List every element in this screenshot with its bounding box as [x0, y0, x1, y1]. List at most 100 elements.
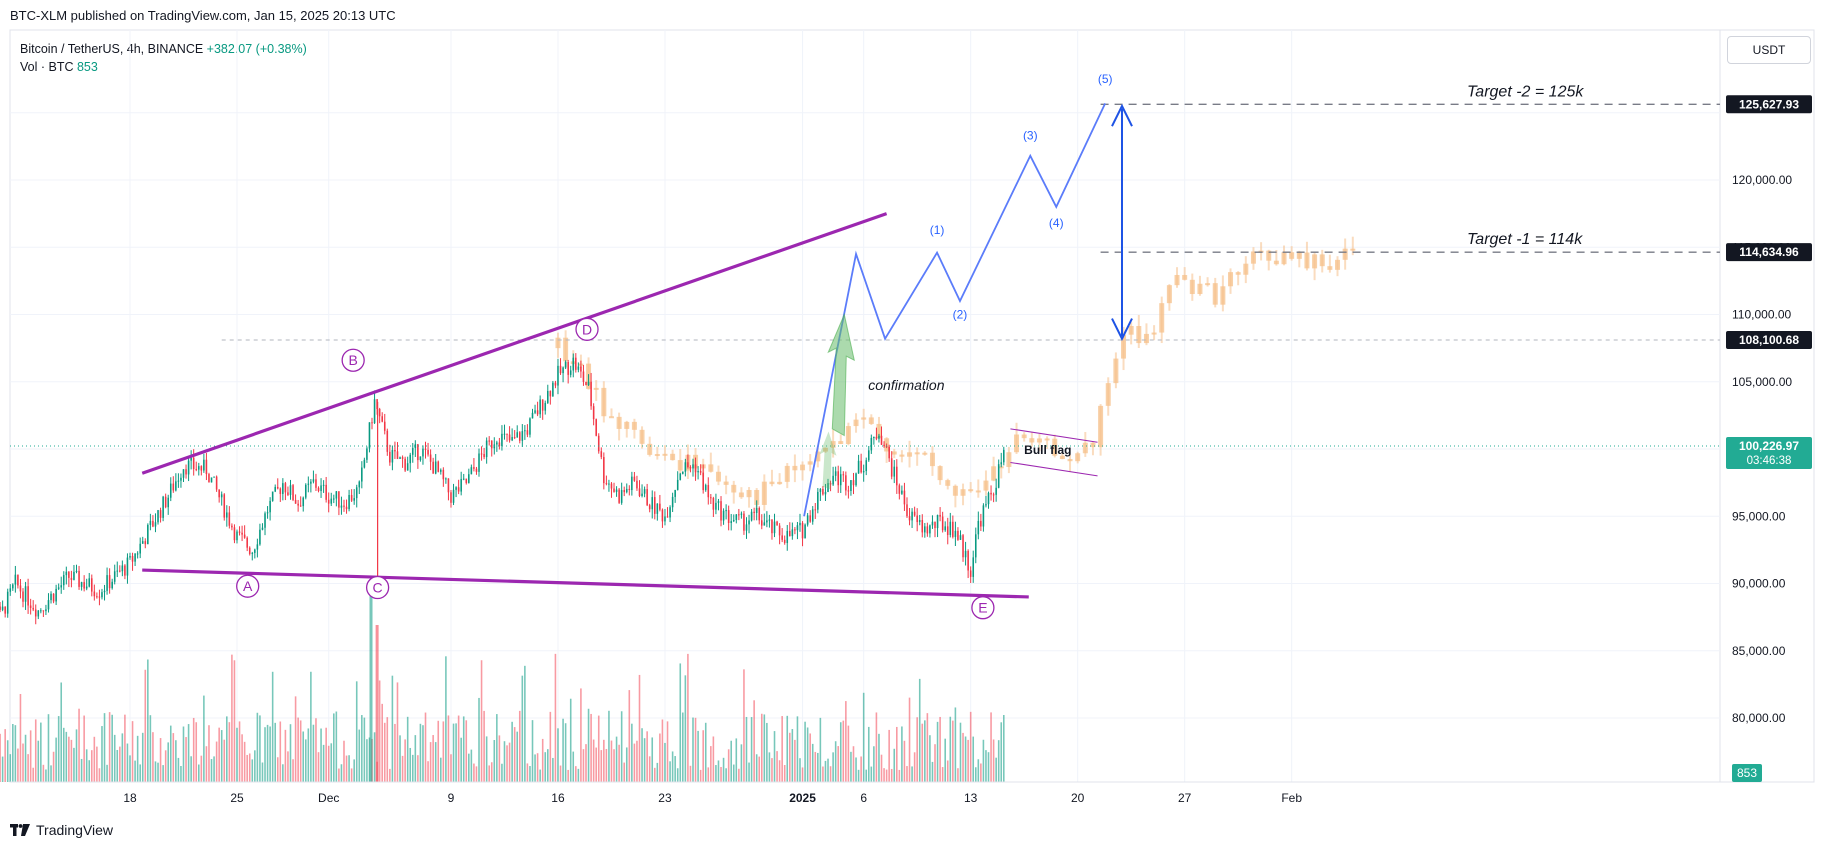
candle-body — [294, 499, 297, 504]
candle-body — [727, 510, 730, 523]
elliott-wave-path[interactable] — [803, 102, 1106, 517]
volume-bar — [327, 745, 330, 782]
candle-body — [93, 591, 96, 597]
chart-axes: 80,000.00 85,000.00 90,000.00 95,000.00 100,… — [10, 95, 1812, 805]
candle-body — [534, 410, 536, 413]
target-label[interactable]: Target -1 = 114k — [1467, 231, 1583, 248]
candle-body — [355, 487, 358, 499]
volume-bar — [378, 680, 381, 782]
volume-bar — [783, 765, 786, 782]
pattern-point-a[interactable]: A — [236, 574, 260, 598]
candle-body — [271, 491, 274, 501]
volume-bar — [136, 735, 139, 782]
projection-bar — [1174, 274, 1180, 286]
candle-body — [613, 488, 615, 492]
volume-bar — [73, 747, 75, 782]
candle-body — [274, 486, 276, 492]
elliott-wave-label: (3) — [1023, 129, 1038, 143]
candle-body — [111, 581, 113, 589]
volume-bar — [478, 697, 480, 782]
volume-bar — [90, 750, 93, 782]
candle-body — [903, 490, 906, 505]
candle-body — [266, 512, 269, 514]
projection-bar — [845, 426, 851, 445]
candle-body — [781, 535, 783, 540]
projection-bar — [1182, 274, 1188, 280]
volume-bar — [457, 715, 460, 782]
candle-body — [220, 494, 223, 498]
volume-bar — [855, 757, 857, 782]
volume-bar — [625, 747, 628, 782]
volume-bar — [470, 749, 473, 782]
legend-volume-label[interactable]: Vol · BTC — [20, 60, 74, 74]
volume-bar — [539, 769, 541, 782]
price-tick-label: 85,000.00 — [1732, 644, 1786, 658]
bull-flag-top[interactable] — [1010, 428, 1098, 443]
candle-body — [862, 471, 865, 473]
candle-body — [712, 497, 715, 510]
volume-bar — [921, 723, 924, 782]
candle-body — [368, 422, 371, 449]
bull-flag-bottom[interactable] — [1010, 461, 1098, 477]
confirmation-label[interactable]: confirmation — [868, 377, 944, 393]
confirmation-arrow-icon[interactable] — [827, 312, 855, 437]
target-label[interactable]: Target -2 = 125k — [1467, 83, 1584, 100]
pattern-point-b[interactable]: B — [341, 348, 365, 372]
pattern-point-c[interactable]: C — [365, 575, 390, 600]
candle-body — [496, 442, 498, 445]
candle-body — [96, 596, 98, 598]
candle-body — [333, 498, 335, 500]
pattern-point-e[interactable]: E — [971, 596, 995, 620]
volume-bar — [345, 755, 348, 782]
candle-body — [490, 440, 493, 449]
pattern-point-label: B — [348, 352, 357, 368]
candle-body — [972, 557, 975, 577]
pattern-point-d[interactable]: D — [575, 317, 599, 341]
volume-bar — [429, 742, 432, 782]
projection-bar — [608, 416, 614, 419]
candle-body — [42, 610, 45, 612]
volume-bar — [485, 736, 488, 782]
candle-body — [139, 543, 141, 554]
volume-bar — [269, 726, 271, 782]
candle-body — [457, 487, 460, 492]
volume-bar — [452, 723, 455, 782]
currency-button[interactable]: USDT — [1727, 36, 1811, 64]
bull-flag-label[interactable]: Bull flag — [1024, 443, 1071, 457]
candle-body — [796, 525, 799, 531]
volume-bar — [967, 739, 969, 782]
volume-bar — [228, 722, 231, 782]
volume-bar — [552, 757, 554, 782]
volume-bar — [215, 741, 218, 782]
volume-bar — [758, 756, 761, 782]
volume-bar — [687, 653, 689, 782]
candle-body — [623, 490, 626, 493]
volume-bar — [141, 732, 144, 782]
tradingview-brand[interactable]: TradingView — [10, 822, 113, 838]
volume-bar — [480, 660, 483, 782]
candle-body — [73, 571, 75, 580]
trend-line[interactable] — [142, 568, 1029, 599]
projection-bar — [1006, 452, 1012, 468]
candle-body — [108, 575, 111, 589]
volume-bar — [490, 762, 493, 782]
projection-bar — [616, 416, 622, 429]
drawing-overlays[interactable]: Target -2 = 125k Target -1 = 114k A B C D E Bul… — [10, 72, 1720, 620]
volume-bar — [139, 764, 141, 782]
volume-bar — [791, 729, 794, 782]
trend-line[interactable] — [141, 212, 888, 475]
legend-symbol[interactable]: Bitcoin / TetherUS, 4h, BINANCE — [20, 42, 204, 56]
volume-bar — [422, 725, 424, 782]
volume-bar — [931, 761, 934, 782]
projection-bar — [1159, 303, 1165, 333]
pattern-point-label: E — [978, 600, 987, 616]
volume-bar — [880, 754, 883, 782]
volume-bar — [460, 737, 462, 782]
candle-body — [353, 498, 355, 501]
candle-body — [740, 513, 743, 515]
price-badge: 100,226.97 03:46:38 — [1726, 436, 1812, 469]
candle-body — [811, 509, 814, 522]
candle-body — [101, 592, 103, 598]
candle-body — [50, 593, 52, 601]
